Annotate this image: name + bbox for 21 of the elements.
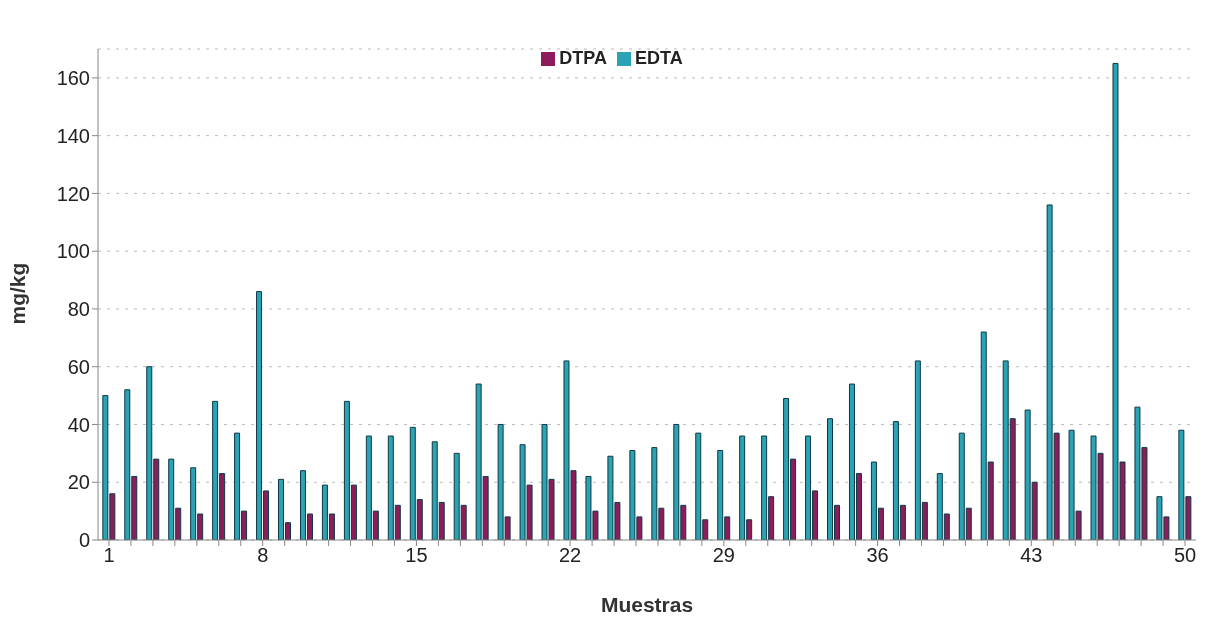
legend-label: DTPA xyxy=(559,48,607,68)
y-tick-label: 60 xyxy=(67,355,90,378)
x-tick-label: 29 xyxy=(712,544,735,567)
x-tick-label: 15 xyxy=(405,544,428,567)
x-tick-label: 43 xyxy=(1020,544,1043,567)
y-tick-label: 0 xyxy=(78,529,90,552)
y-tick-label: 20 xyxy=(67,471,90,494)
y-tick-label: 40 xyxy=(67,413,90,436)
y-tick-label: 160 xyxy=(56,66,90,89)
x-tick-label: 8 xyxy=(257,544,269,567)
y-tick-label: 100 xyxy=(56,240,90,263)
y-axis-title: mg/kg xyxy=(6,262,30,325)
x-axis-title: Muestras xyxy=(600,593,694,616)
legend-label: EDTA xyxy=(635,48,683,68)
y-tick-label: 140 xyxy=(56,124,90,147)
x-tick-label: 50 xyxy=(1173,544,1197,567)
x-tick-label: 36 xyxy=(866,544,889,567)
y-tick-label: 80 xyxy=(67,298,90,321)
x-tick-label: 1 xyxy=(103,544,115,567)
x-tick-label: 22 xyxy=(559,544,582,567)
y-tick-label: 120 xyxy=(56,182,90,205)
